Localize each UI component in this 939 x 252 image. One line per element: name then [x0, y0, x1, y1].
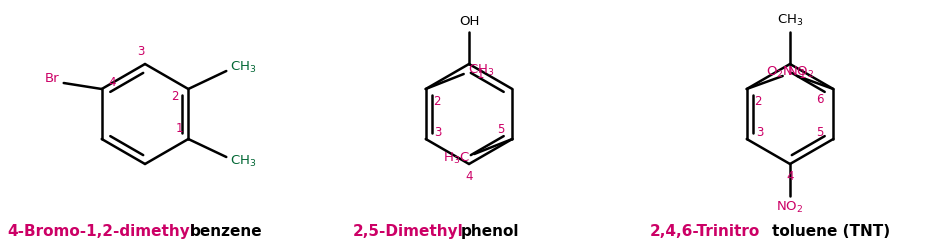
- Text: benzene: benzene: [190, 224, 263, 239]
- Text: 3: 3: [137, 45, 145, 57]
- Text: 2,5-Dimethyl: 2,5-Dimethyl: [353, 224, 464, 239]
- Text: 1: 1: [798, 68, 806, 80]
- Text: CH$_3$: CH$_3$: [230, 153, 256, 169]
- Text: 2: 2: [754, 94, 762, 108]
- Text: 2,4,6-Trinitro: 2,4,6-Trinitro: [650, 224, 761, 239]
- Text: 2: 2: [172, 89, 179, 103]
- Text: CH$_3$: CH$_3$: [777, 13, 803, 28]
- Text: 1: 1: [476, 68, 484, 80]
- Text: 6: 6: [817, 92, 824, 106]
- Text: O$_2$N: O$_2$N: [766, 65, 793, 80]
- Text: NO$_2$: NO$_2$: [787, 65, 814, 80]
- Text: CH$_3$: CH$_3$: [230, 59, 256, 75]
- Text: phenol: phenol: [461, 224, 519, 239]
- Text: CH$_3$: CH$_3$: [468, 62, 494, 78]
- Text: 4: 4: [465, 171, 472, 183]
- Text: OH: OH: [459, 15, 479, 28]
- Text: 2: 2: [433, 94, 440, 108]
- Text: 1: 1: [176, 121, 183, 135]
- Text: H$_3$C: H$_3$C: [443, 150, 470, 166]
- Text: 3: 3: [434, 125, 441, 139]
- Text: Br: Br: [45, 73, 60, 85]
- Text: NO$_2$: NO$_2$: [777, 200, 804, 215]
- Text: 4-Bromo-1,2-dimethyl: 4-Bromo-1,2-dimethyl: [7, 224, 195, 239]
- Text: 5: 5: [498, 122, 505, 136]
- Text: 5: 5: [817, 125, 824, 139]
- Text: toluene (TNT): toluene (TNT): [772, 224, 890, 239]
- Text: 3: 3: [756, 125, 763, 139]
- Text: 4: 4: [786, 170, 793, 182]
- Text: 4: 4: [108, 76, 115, 88]
